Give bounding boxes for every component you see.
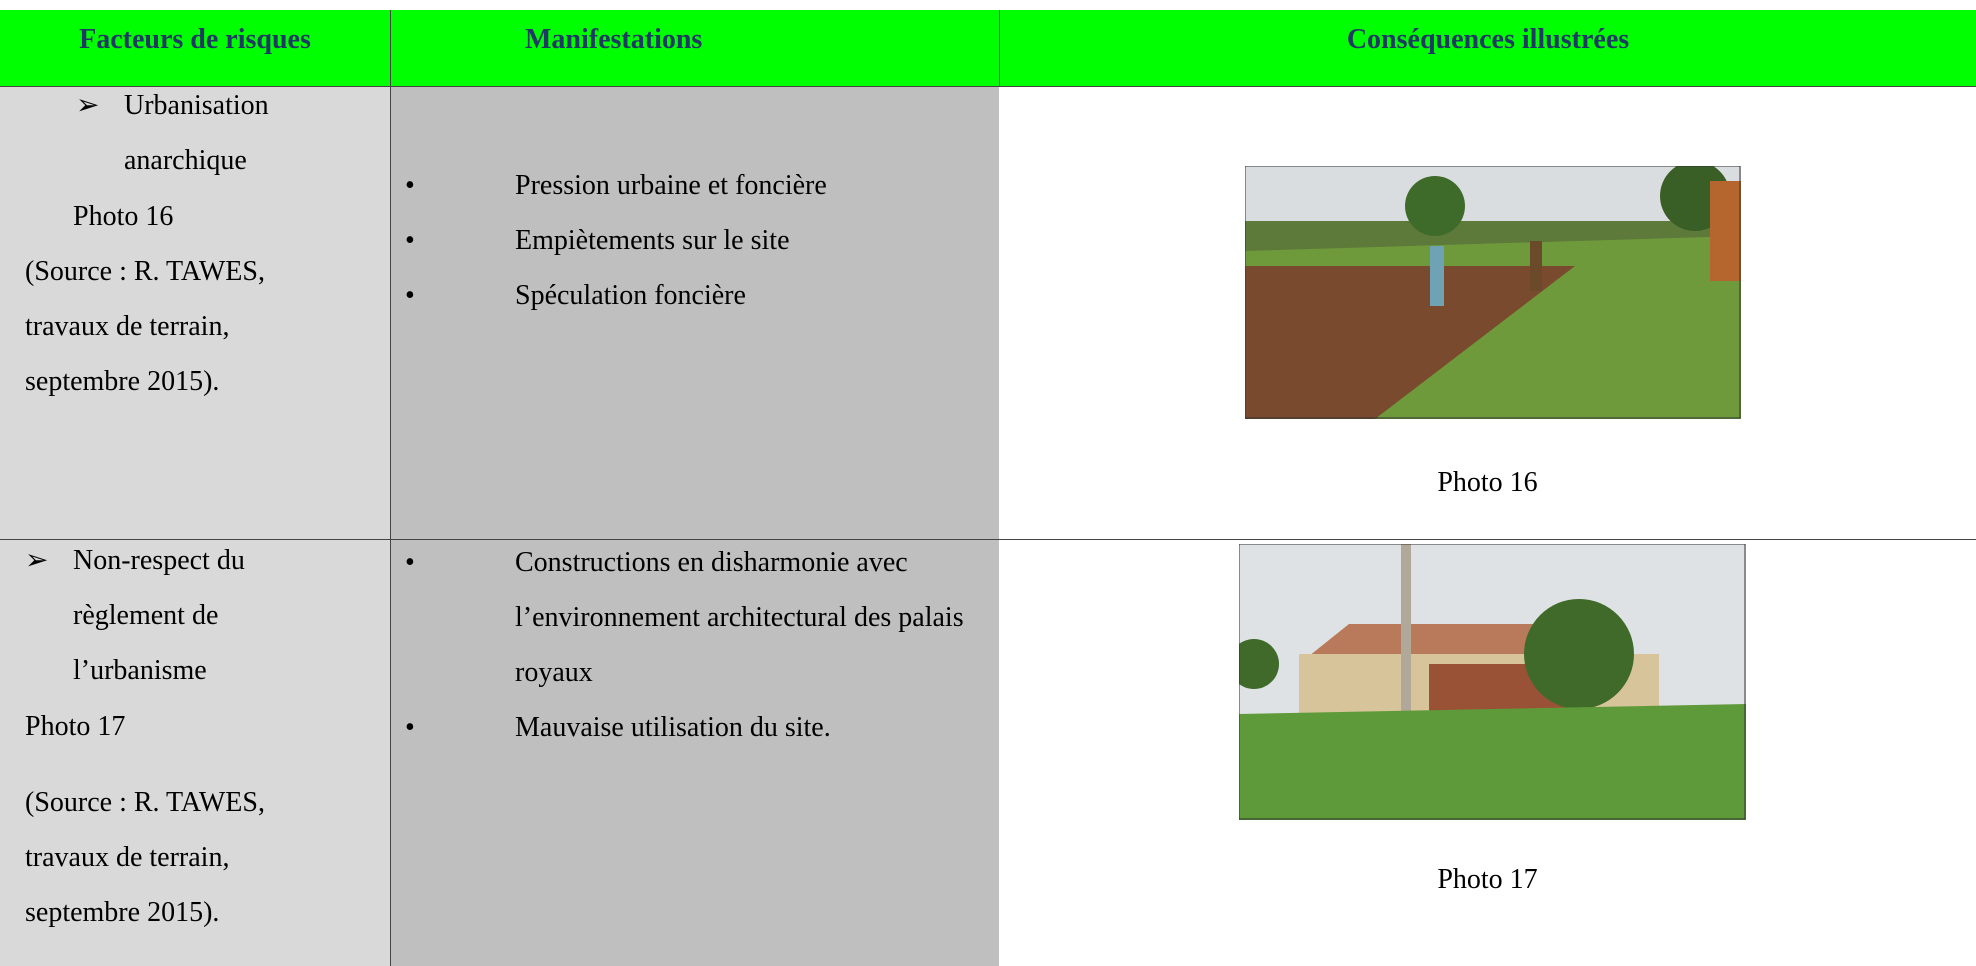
source: (Source : R. TAWES, travaux de terrain, … xyxy=(25,775,265,940)
list-item: Empiètements sur le site xyxy=(405,213,965,268)
manifestations: Constructions en disharmonie avec l’envi… xyxy=(405,535,975,755)
list-item: Spéculation foncière xyxy=(405,268,965,323)
header-text: Facteurs de risques xyxy=(79,24,311,55)
header-cell: Facteurs de risques xyxy=(0,10,390,86)
list-item: Pression urbaine et foncière xyxy=(405,158,965,213)
header-cell: Manifestations xyxy=(390,10,999,86)
factor: Non-respect du règlement de l’urbanisme xyxy=(25,533,343,698)
caption: Photo 17 xyxy=(1437,864,1538,895)
header-text: Conséquences illustrées xyxy=(1346,24,1630,55)
list-item: Mauvaise utilisation du site. xyxy=(405,700,975,755)
photo-ref: Photo 17 xyxy=(25,711,126,742)
header-text: Manifestations xyxy=(525,24,703,55)
source-line: (Source : R. TAWES, xyxy=(25,787,265,818)
source-line: travaux de terrain, xyxy=(25,842,230,873)
photo xyxy=(1239,544,1746,820)
source-line: travaux de terrain, xyxy=(25,311,230,342)
header-cell: Conséquences illustrées xyxy=(999,10,1976,86)
caption: Photo 16 xyxy=(1437,467,1538,498)
source-line: septembre 2015). xyxy=(25,366,220,397)
factor-text: Urbanisation anarchique xyxy=(124,90,269,176)
source-line: septembre 2015). xyxy=(25,897,220,928)
photo-ref: Photo 16 xyxy=(73,201,174,232)
source-line: (Source : R. TAWES, xyxy=(25,256,265,287)
factor-text: Non-respect du règlement de l’urbanisme xyxy=(73,545,245,686)
factor: Urbanisation anarchique xyxy=(76,78,354,188)
photo xyxy=(1245,166,1741,419)
list-item: Constructions en disharmonie avec l’envi… xyxy=(405,535,975,700)
manifestations: Pression urbaine et foncière Empiètement… xyxy=(405,158,965,323)
source: (Source : R. TAWES, travaux de terrain, … xyxy=(25,244,265,409)
